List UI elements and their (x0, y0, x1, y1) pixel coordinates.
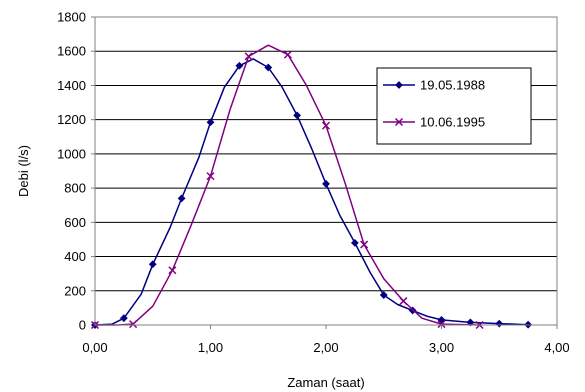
legend: 19.05.1988 10.06.1995 (376, 67, 532, 145)
data-point (206, 118, 215, 127)
x-axis-label: Zaman (saat) (287, 375, 364, 390)
data-point (129, 320, 138, 329)
y-tick-label: 1000 (57, 146, 86, 161)
legend-box (376, 67, 532, 145)
data-point (350, 238, 359, 247)
data-point (437, 315, 446, 324)
y-axis-ticks: 0 200 400 600 800 1000 1200 1400 1600 1800 (57, 10, 95, 333)
data-point (177, 194, 186, 203)
data-point (148, 260, 157, 269)
y-tick-label: 800 (64, 181, 86, 196)
legend-marker (395, 81, 403, 89)
y-axis-label: Debi (l/s) (16, 145, 31, 197)
data-point (244, 52, 253, 61)
data-point (399, 297, 408, 306)
data-point (206, 172, 215, 181)
legend-label: 19.05.1988 (420, 78, 485, 93)
data-point (321, 121, 331, 130)
x-tick-label: 4,00 (544, 340, 569, 355)
data-point (360, 240, 369, 249)
y-tick-label: 1200 (57, 112, 86, 127)
data-point (293, 111, 302, 120)
y-tick-label: 0 (79, 318, 86, 333)
x-tick-label: 2,00 (313, 340, 338, 355)
legend-label: 10.06.1995 (420, 115, 485, 130)
y-tick-label: 1400 (57, 78, 86, 93)
data-point (283, 50, 292, 59)
data-point (119, 314, 128, 323)
data-point (322, 179, 330, 188)
data-point (235, 61, 244, 70)
y-tick-label: 600 (64, 215, 86, 230)
x-tick-label: 0,00 (82, 340, 107, 355)
data-point (264, 63, 273, 72)
data-point (379, 291, 388, 299)
x-tick-label: 3,00 (429, 340, 454, 355)
y-tick-label: 1800 (57, 10, 86, 25)
x-tick-label: 1,00 (198, 340, 223, 355)
y-tick-label: 1600 (57, 44, 86, 59)
x-axis-ticks: 0,00 1,00 2,00 3,00 4,00 (82, 325, 570, 355)
y-tick-label: 200 (64, 283, 86, 298)
plot-area-border (94, 16, 558, 326)
series-layer (90, 44, 533, 330)
data-point (168, 266, 177, 275)
data-point (437, 320, 446, 329)
series-line-1 (94, 58, 529, 326)
gridlines (95, 16, 557, 326)
data-point (495, 319, 504, 328)
legend-marker (394, 117, 404, 127)
y-tick-label: 400 (64, 249, 86, 264)
